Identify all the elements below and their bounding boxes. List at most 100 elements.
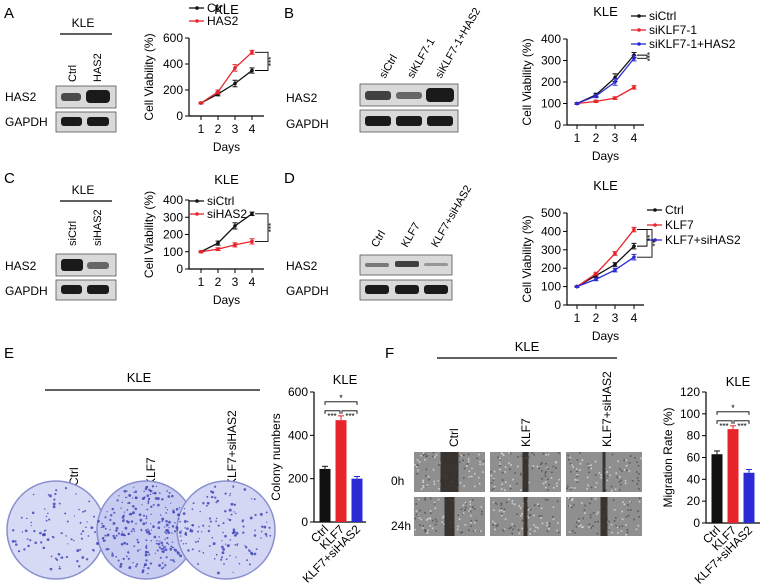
cell-speckle <box>581 459 584 461</box>
colony-dot <box>208 517 212 520</box>
wound-row-label: 24h <box>391 519 411 533</box>
colony-dot <box>224 492 227 495</box>
colony-dot <box>165 520 168 523</box>
colony-dot <box>140 529 143 532</box>
cell-speckle <box>534 530 536 532</box>
colony-dot <box>126 496 128 499</box>
cell-speckle <box>504 518 507 520</box>
cell-speckle <box>457 525 459 528</box>
colony-dot <box>126 555 128 558</box>
cell-speckle <box>521 519 524 522</box>
colony-dot <box>107 547 110 551</box>
y-tick-label: 400 <box>163 57 183 71</box>
plate-label: KLF7 <box>144 457 158 486</box>
cell-speckle <box>629 500 632 503</box>
colony-dot <box>178 514 180 516</box>
cell-speckle <box>588 471 590 474</box>
colony-dot <box>146 528 149 531</box>
cell-speckle <box>567 504 570 507</box>
cell-speckle <box>418 498 420 501</box>
cell-speckle <box>627 514 630 517</box>
cell-speckle <box>416 459 419 461</box>
cell-speckle <box>463 467 466 470</box>
colony-dot <box>134 490 138 494</box>
series-line <box>576 57 635 105</box>
colony-dot <box>189 528 192 531</box>
y-tick-label: 300 <box>163 210 183 224</box>
cell-speckle <box>442 516 444 519</box>
cell-speckle <box>544 481 547 483</box>
colony-dot <box>136 541 140 544</box>
colony-dot <box>175 526 179 530</box>
cell-speckle <box>533 514 535 517</box>
cell-speckle <box>504 466 507 468</box>
cell-speckle <box>479 460 481 463</box>
chart-title: KLE <box>593 178 618 193</box>
cell-speckle <box>490 482 493 484</box>
cell-speckle <box>576 470 578 472</box>
cell-speckle <box>545 454 547 456</box>
plate-label: Ctrl <box>67 467 81 486</box>
bar <box>319 468 331 522</box>
cell-speckle <box>468 460 470 463</box>
cell-speckle <box>588 523 591 525</box>
series-line <box>576 245 635 288</box>
colony-dot <box>169 559 172 561</box>
colony-dot <box>221 545 224 549</box>
data-point <box>233 243 237 247</box>
cell-speckle <box>433 503 436 505</box>
cell-speckle <box>590 486 593 489</box>
colony-dot <box>183 520 187 523</box>
colony-dot <box>124 496 127 499</box>
x-tick-label: 2 <box>593 311 600 325</box>
legend-marker <box>637 14 641 18</box>
cell-speckle <box>579 452 581 454</box>
cell-speckle <box>586 488 588 490</box>
y-tick-label: 100 <box>541 97 561 111</box>
cell-speckle <box>443 515 445 518</box>
colony-dot <box>259 512 263 516</box>
cell-speckle <box>573 504 575 506</box>
chart-title: KLE <box>593 4 618 19</box>
colony-dot <box>27 544 30 548</box>
cell-speckle <box>518 505 521 507</box>
blot-row-label: HAS2 <box>286 91 318 105</box>
cell-speckle <box>596 513 598 515</box>
colony-dot <box>156 549 159 552</box>
cell-speckle <box>504 471 506 473</box>
colony-dot <box>66 520 69 523</box>
cell-speckle <box>544 472 546 475</box>
bar <box>351 478 363 522</box>
colony-dot <box>237 543 239 545</box>
cell-speckle <box>494 522 496 525</box>
cell-speckle <box>422 454 425 456</box>
cell-speckle <box>579 462 582 465</box>
cell-speckle <box>460 531 462 534</box>
cell-speckle <box>546 522 548 524</box>
y-tick-label: 0 <box>554 298 561 312</box>
wound-group-label: KLE <box>515 339 540 354</box>
colony-dot <box>234 543 237 546</box>
significance-bracket <box>637 54 648 59</box>
significance-bracket <box>733 420 750 424</box>
cell-speckle <box>422 485 425 487</box>
colony-dot <box>187 549 190 552</box>
colony-dot <box>120 542 124 546</box>
data-point <box>594 277 598 282</box>
y-tick-label: 120 <box>680 385 700 399</box>
colony-dot <box>178 531 182 534</box>
cell-speckle <box>432 452 435 454</box>
cell-speckle <box>623 503 626 506</box>
cell-speckle <box>470 520 472 522</box>
western-blot-d: Ctrl KLF7 KLF7+siHAS2 HAS2 GAPDH <box>286 183 474 301</box>
colony-dot <box>145 521 148 524</box>
colony-dot <box>157 503 160 507</box>
cell-speckle <box>586 476 589 479</box>
cell-speckle <box>537 503 539 506</box>
cell-speckle <box>468 475 471 478</box>
cell-speckle <box>464 509 466 511</box>
colony-dot <box>142 522 146 526</box>
cell-speckle <box>587 484 589 487</box>
colony-dot <box>81 530 85 533</box>
colony-dot <box>109 518 112 522</box>
